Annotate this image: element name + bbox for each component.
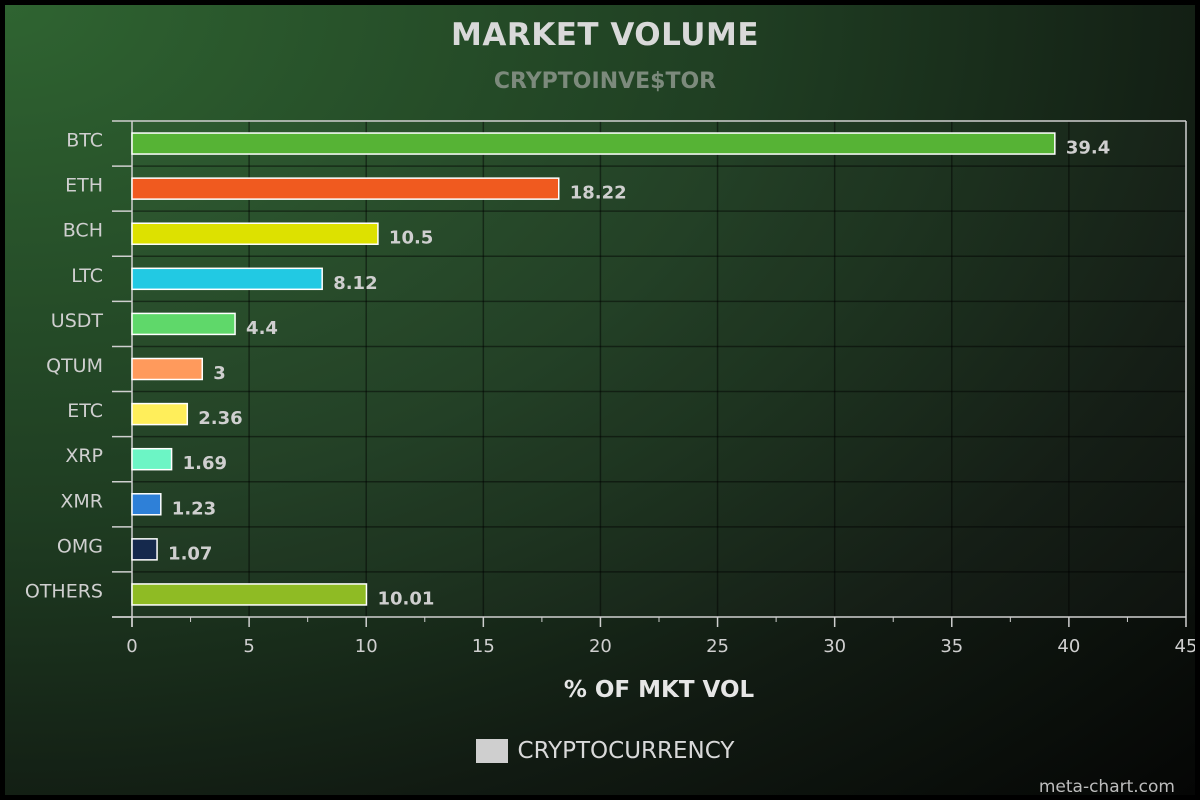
data-label: 1.69	[183, 453, 227, 474]
data-label: 1.23	[172, 498, 216, 519]
category-label: OTHERS	[25, 580, 103, 602]
data-label: 1.07	[168, 543, 212, 564]
category-label: BTC	[66, 130, 103, 152]
bar-ltc[interactable]	[131, 267, 323, 291]
grid-lines	[132, 121, 1186, 617]
x-tick-label: 0	[126, 636, 137, 657]
bar-usdt[interactable]	[131, 312, 236, 336]
category-label: USDT	[51, 310, 104, 332]
bar-eth[interactable]	[131, 177, 560, 200]
category-label: ETC	[67, 400, 103, 422]
category-label: QTUM	[46, 355, 103, 377]
bars	[131, 132, 1056, 606]
bar-xrp[interactable]	[131, 447, 173, 471]
category-label: XRP	[65, 445, 103, 467]
data-label: 2.36	[198, 408, 242, 429]
legend-swatch	[475, 739, 508, 763]
data-label: 3	[213, 363, 226, 384]
x-tick-label: 35	[940, 636, 963, 657]
x-tick-label: 40	[1057, 636, 1080, 657]
data-label: 10.01	[377, 588, 434, 609]
bar-omg[interactable]	[131, 538, 158, 561]
x-tick-label: 5	[243, 636, 254, 657]
bar-etc[interactable]	[131, 402, 189, 426]
bar-qtum[interactable]	[131, 357, 204, 381]
data-label: 8.12	[333, 273, 377, 294]
x-axis-title: % OF MKT VOL	[564, 677, 755, 703]
data-label: 18.22	[570, 183, 627, 204]
x-tick-label: 20	[589, 636, 612, 657]
data-label: 10.5	[389, 228, 433, 249]
chart-title: MARKET VOLUME	[451, 17, 759, 53]
legend-label: CRYPTOCURRENCY	[517, 738, 735, 764]
bar-xmr[interactable]	[131, 493, 162, 516]
category-label: BCH	[63, 220, 103, 242]
category-label: OMG	[57, 535, 103, 557]
x-tick-label: 15	[472, 636, 495, 657]
credit-text: meta-chart.com	[1038, 777, 1175, 797]
category-label: LTC	[71, 265, 103, 287]
x-tick-label: 10	[355, 636, 378, 657]
bar-bch[interactable]	[131, 222, 379, 245]
data-label: 39.4	[1066, 138, 1110, 159]
x-tick-label: 45	[1175, 636, 1198, 657]
bar-chart: BTC ETH BCH LTC USDT QTUM ETC XRP XMR OMG OTHERS 0…	[25, 120, 1198, 703]
data-labels: 39.4 18.22 10.5 8.12 4.4 3 2.36 1.69 1.23 1.07 10.…	[168, 138, 1110, 610]
bar-btc[interactable]	[131, 132, 1056, 155]
x-tick-labels: 0 5 10 15 20 25 30 35 40 45	[126, 636, 1198, 657]
data-label: 4.4	[246, 318, 278, 339]
category-label: ETH	[65, 175, 103, 197]
legend[interactable]: CRYPTOCURRENCY	[5, 738, 1195, 764]
x-tick-label: 25	[706, 636, 729, 657]
x-tick-label: 30	[823, 636, 846, 657]
bar-others[interactable]	[131, 583, 368, 606]
category-labels: BTC ETH BCH LTC USDT QTUM ETC XRP XMR OMG OTHERS	[25, 130, 104, 603]
chart-subtitle: CRYPTOINVE$TOR	[493, 69, 717, 94]
category-label: XMR	[60, 490, 103, 512]
